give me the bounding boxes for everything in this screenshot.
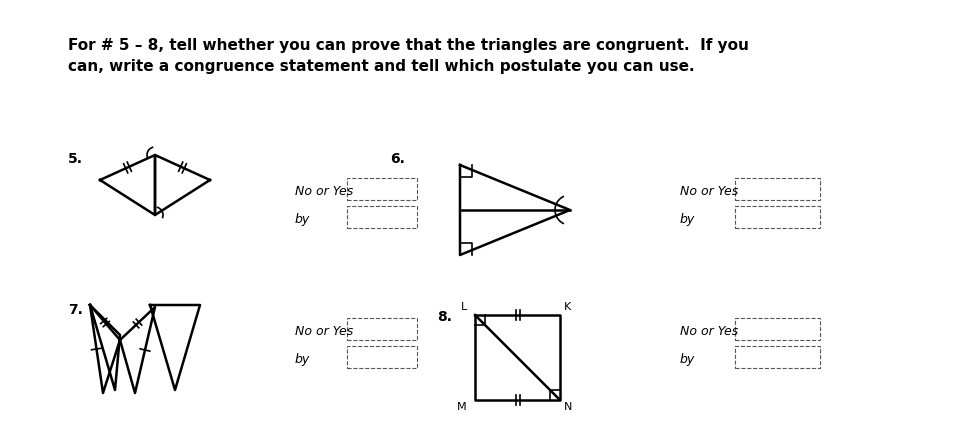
Bar <box>735 178 820 200</box>
Text: K: K <box>564 302 571 312</box>
Text: 5.: 5. <box>68 152 83 166</box>
Bar <box>347 346 417 368</box>
Text: by: by <box>295 353 310 366</box>
Bar <box>735 318 820 340</box>
Bar <box>735 346 820 368</box>
Text: L: L <box>461 302 467 312</box>
Text: N: N <box>564 402 572 412</box>
Bar <box>347 178 417 200</box>
Text: by: by <box>295 213 310 226</box>
Text: No or Yes: No or Yes <box>295 325 353 338</box>
Text: 8.: 8. <box>437 310 452 324</box>
Text: M: M <box>458 402 467 412</box>
Text: by: by <box>680 213 695 226</box>
Text: 7.: 7. <box>68 303 83 317</box>
Text: by: by <box>680 353 695 366</box>
Bar <box>347 318 417 340</box>
Text: No or Yes: No or Yes <box>680 325 738 338</box>
Text: No or Yes: No or Yes <box>295 185 353 198</box>
Text: No or Yes: No or Yes <box>680 185 738 198</box>
Text: 6.: 6. <box>390 152 405 166</box>
Bar <box>735 206 820 228</box>
Bar <box>347 206 417 228</box>
Text: For # 5 – 8, tell whether you can prove that the triangles are congruent.  If yo: For # 5 – 8, tell whether you can prove … <box>68 38 749 74</box>
